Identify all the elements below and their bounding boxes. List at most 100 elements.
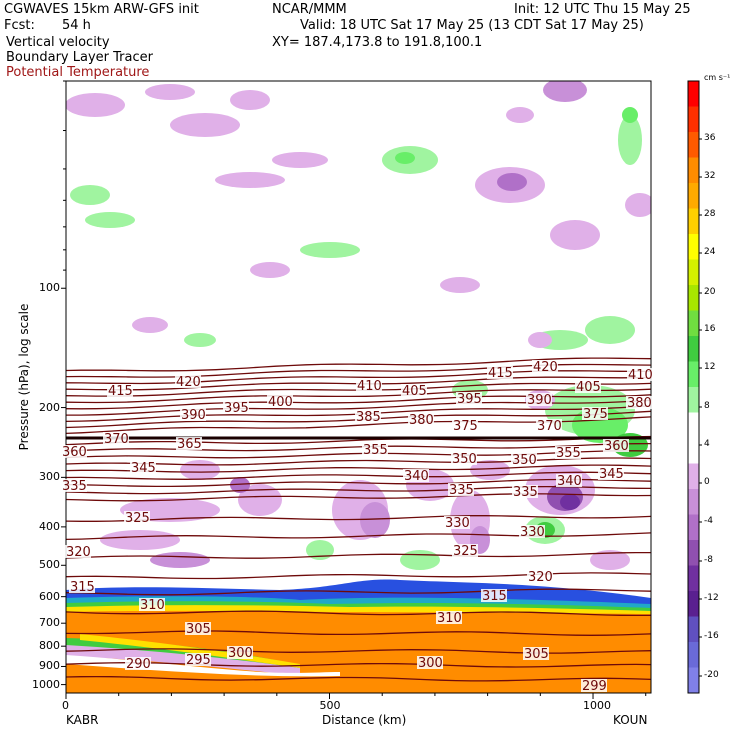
- model-title: CGWAVES 15km ARW-GFS init: [4, 2, 199, 17]
- colorbar-unit: cm s⁻¹: [704, 73, 731, 82]
- theta-label-bg: [556, 474, 582, 487]
- theta-contour: [66, 450, 651, 459]
- theta-label: 400: [268, 395, 293, 410]
- colorbar-swatch: [688, 132, 699, 158]
- theta-label-bg: [107, 384, 133, 397]
- theta-label: 390: [181, 408, 206, 423]
- colorbar-tick-label: 32: [704, 171, 716, 181]
- theta-label: 295: [186, 653, 211, 668]
- theta-label-bg: [103, 432, 129, 445]
- theta-label-bg: [125, 657, 151, 670]
- y-tick-label: 1000: [32, 677, 60, 691]
- vv-cell: [145, 84, 195, 100]
- theta-contour: [66, 675, 651, 682]
- theta-label: 415: [108, 384, 133, 399]
- colorbar-swatch: [688, 667, 699, 694]
- theta-contour: [66, 471, 651, 480]
- colorbar-swatch: [688, 565, 699, 592]
- colorbar-swatch: [688, 208, 699, 235]
- theta-label-bg: [180, 408, 206, 421]
- theta-label-bg: [523, 647, 549, 660]
- colorbar-swatch: [688, 81, 699, 107]
- theta-label: 420: [176, 375, 201, 390]
- vv-cell: [70, 185, 110, 205]
- theta-label: 355: [363, 443, 388, 458]
- theta-label: 300: [228, 646, 253, 661]
- theta-label-bg: [69, 580, 95, 593]
- vertical-velocity-field: [66, 81, 651, 570]
- theta-contour: [66, 662, 651, 668]
- theta-contour: [66, 515, 651, 522]
- theta-contour: [66, 485, 651, 495]
- pressure-ticks: [61, 80, 66, 686]
- theta-label: 315: [70, 580, 95, 595]
- colorbar-swatch: [688, 387, 699, 413]
- theta-label: 320: [66, 545, 91, 560]
- theta-label: 305: [186, 622, 211, 637]
- theta-label-bg: [598, 467, 624, 480]
- vv-cell: [543, 81, 587, 102]
- vv-cell: [85, 212, 135, 228]
- colorbar-swatch: [688, 616, 699, 643]
- theta-label-bg: [61, 445, 87, 458]
- tracer-mixed-layer-lilac: [66, 645, 300, 676]
- theta-label: 310: [437, 611, 462, 626]
- theta-label: 330: [445, 516, 470, 531]
- theta-label-bg: [223, 401, 249, 414]
- right-station-label: KOUN: [613, 713, 648, 727]
- theta-label-bg: [511, 453, 537, 466]
- vv-cell: [560, 494, 580, 510]
- theta-contour: [66, 394, 651, 410]
- theta-label: 405: [576, 380, 601, 395]
- theta-label: 375: [453, 419, 478, 434]
- cross-section-coords: XY= 187.4,173.8 to 191.8,100.1: [272, 35, 483, 50]
- theta-label-bg: [403, 469, 429, 482]
- theta-contour: [66, 478, 651, 488]
- theta-contour: [66, 572, 651, 580]
- vv-cell: [272, 152, 328, 168]
- theta-contour: [66, 357, 651, 372]
- vv-cell: [440, 277, 480, 293]
- theta-label-bg: [627, 368, 653, 381]
- colorbar-tick-label: -12: [704, 593, 719, 603]
- y-tick-label: 400: [39, 519, 60, 533]
- vv-cell: [180, 460, 220, 480]
- colorbar-swatch: [688, 336, 699, 362]
- theta-contour: [66, 532, 651, 541]
- vv-cell: [528, 332, 552, 348]
- colorbar-swatch: [688, 259, 699, 286]
- theta-label: 340: [557, 474, 582, 489]
- theta-label-bg: [536, 419, 562, 432]
- colorbar-tick-label: 0: [704, 477, 710, 487]
- vv-cell: [618, 115, 642, 165]
- theta-contour: [66, 648, 651, 654]
- theta-label-bg: [185, 622, 211, 635]
- vv-cell: [585, 316, 635, 344]
- theta-label-bg: [444, 516, 470, 529]
- x-tick-label: 1000: [583, 699, 612, 712]
- theta-label: 385: [356, 410, 381, 425]
- theta-label: 335: [513, 485, 538, 500]
- theta-label-bg: [139, 598, 165, 611]
- left-station-label: KABR: [66, 713, 99, 727]
- theta-label-bg: [512, 485, 538, 498]
- vv-cell: [230, 477, 250, 493]
- theta-label-bg: [356, 379, 382, 392]
- colorbar-tick-label: -8: [704, 555, 713, 565]
- field-vertical-velocity: Vertical velocity: [6, 35, 110, 50]
- theta-label: 405: [402, 384, 427, 399]
- colorbar-swatch: [688, 234, 699, 260]
- theta-label-bg: [355, 410, 381, 423]
- tracer-mixed-layer-yellow: [80, 634, 300, 668]
- vv-cell: [306, 540, 334, 560]
- colorbar-tick-label: 28: [704, 209, 716, 219]
- theta-label: 370: [104, 432, 129, 447]
- theta-label: 360: [62, 445, 87, 460]
- theta-label-bg: [452, 419, 478, 432]
- init-time: Init: 12 UTC Thu 15 May 25: [514, 2, 691, 17]
- theta-label-bg: [452, 544, 478, 557]
- y-tick-label: 700: [39, 616, 60, 630]
- colorbar-tick-label: -20: [704, 670, 719, 680]
- colorbar: [687, 80, 702, 694]
